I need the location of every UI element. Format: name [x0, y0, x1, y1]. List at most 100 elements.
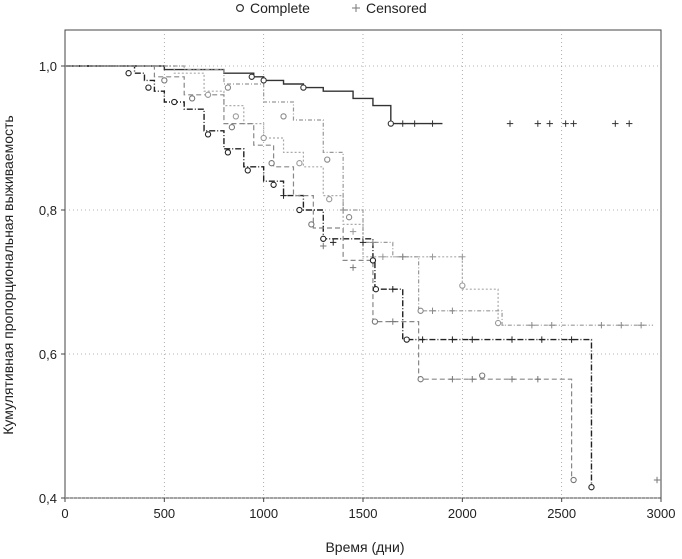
legend-label: Censored: [366, 0, 427, 16]
censored-marker: [598, 322, 605, 329]
censored-marker: [449, 336, 456, 343]
censored-marker: [419, 336, 426, 343]
complete-marker: [188, 95, 196, 102]
censored-marker: [653, 476, 661, 484]
censored-marker: [349, 264, 357, 271]
complete-marker: [403, 336, 410, 343]
legend-item-censored: Censored: [352, 0, 427, 16]
x-tick-label: 1500: [349, 506, 378, 521]
markers-layer: [125, 70, 661, 491]
complete-marker: [260, 77, 267, 84]
legend-label: Complete: [250, 0, 310, 16]
complete-marker: [417, 376, 424, 383]
censored-marker: [626, 120, 633, 127]
complete-marker: [324, 156, 331, 163]
censored-marker: [399, 253, 406, 260]
censored-marker: [330, 239, 337, 246]
censored-marker: [637, 322, 645, 329]
complete-marker: [161, 77, 168, 84]
complete-marker: [296, 160, 303, 167]
complete-marker: [369, 257, 377, 264]
censored-marker: [399, 120, 406, 127]
x-tick-label: 3000: [647, 506, 676, 521]
censored-marker: [449, 376, 456, 383]
x-tick-label: 500: [153, 506, 175, 521]
censored-marker: [528, 322, 536, 329]
complete-marker: [371, 318, 379, 325]
censored-marker: [449, 307, 456, 314]
y-tick-label: 0,8: [39, 203, 57, 218]
censored-marker: [469, 376, 476, 383]
censored-marker: [389, 318, 396, 325]
complete-marker: [494, 319, 502, 327]
complete-marker: [224, 149, 232, 156]
censored-marker: [429, 120, 436, 127]
complete-marker: [570, 476, 577, 484]
complete-marker: [125, 70, 132, 77]
censored-marker: [548, 322, 555, 329]
complete-marker: [145, 84, 152, 91]
censored-marker: [534, 376, 542, 383]
legend-cross-icon: [352, 4, 360, 12]
complete-marker: [300, 84, 307, 91]
censored-marker: [320, 242, 327, 250]
complete-marker: [308, 221, 315, 228]
complete-marker: [171, 98, 178, 106]
complete-marker: [326, 196, 333, 203]
series-layer: [65, 65, 654, 488]
x-tick-label: 2000: [448, 506, 477, 521]
censored-marker: [570, 120, 577, 127]
censored-marker: [534, 120, 542, 127]
legend-circle-icon: [236, 3, 245, 13]
censored-marker: [339, 206, 347, 214]
censored-marker: [280, 192, 287, 199]
complete-marker: [372, 286, 380, 293]
censored-marker: [618, 322, 625, 329]
x-tick-label: 0: [61, 506, 68, 521]
legend: Complete Censored: [236, 0, 427, 16]
complete-marker: [296, 206, 303, 214]
complete-marker: [244, 167, 251, 174]
x-tick-label: 2500: [547, 506, 576, 521]
censored-marker: [506, 120, 514, 127]
complete-marker: [232, 113, 240, 120]
x-tick-label: 1000: [249, 506, 278, 521]
survival-curve-1: [65, 65, 443, 125]
complete-marker: [479, 372, 486, 379]
complete-marker: [280, 113, 287, 120]
y-tick-label: 0,6: [39, 347, 57, 362]
survival-curve-2: [65, 65, 593, 488]
y-tick-label: 0,4: [39, 491, 57, 506]
censored-marker: [429, 253, 436, 260]
censored-marker: [459, 253, 466, 260]
y-axis-label: Кумулятивная пропорциональная выживаемос…: [0, 115, 16, 434]
censored-marker: [429, 307, 436, 314]
complete-marker: [270, 181, 277, 188]
y-axis: 0,4 0,6 0,8 1,0: [39, 59, 65, 506]
complete-marker: [387, 120, 394, 127]
censored-marker: [389, 286, 396, 293]
complete-marker: [320, 235, 327, 242]
censored-marker: [379, 253, 387, 260]
survival-curve-5: [65, 65, 654, 326]
complete-marker: [268, 160, 275, 167]
complete-marker: [204, 91, 212, 98]
censored-marker: [469, 336, 476, 343]
complete-marker: [228, 124, 236, 131]
censored-marker: [546, 120, 553, 127]
complete-marker: [588, 484, 595, 491]
censored-marker: [369, 239, 377, 246]
censored-marker: [568, 336, 575, 343]
legend-item-complete: Complete: [236, 0, 310, 16]
survival-curve-4: [65, 65, 574, 481]
censored-marker: [562, 120, 569, 127]
complete-marker: [260, 134, 267, 142]
censored-marker: [411, 120, 418, 127]
complete-marker: [224, 84, 232, 91]
complete-marker: [204, 131, 212, 138]
censored-marker: [508, 336, 516, 343]
censored-marker: [359, 239, 367, 246]
censored-marker: [612, 120, 619, 127]
complete-marker: [248, 73, 255, 80]
